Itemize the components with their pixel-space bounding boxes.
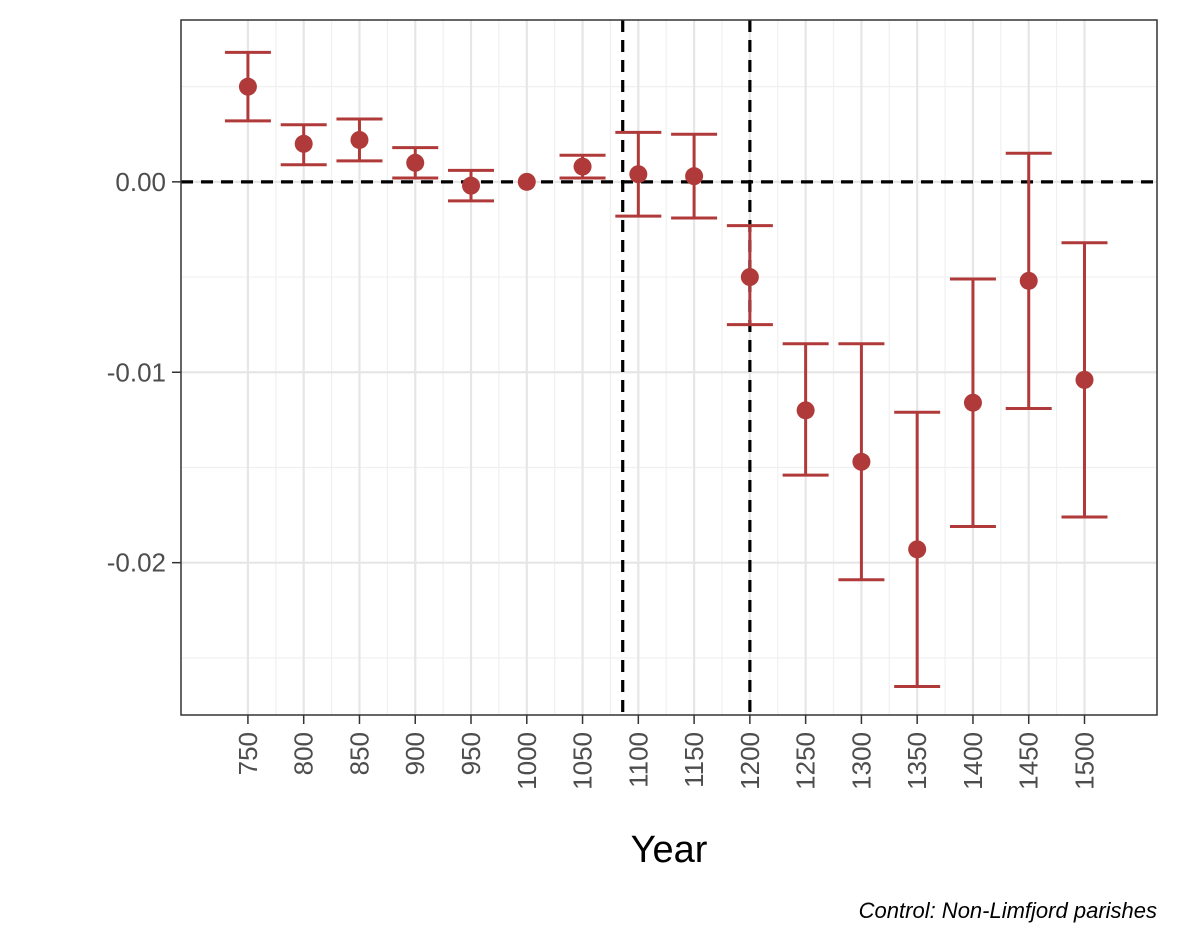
estimate-point [406, 153, 425, 172]
estimate-point [517, 172, 536, 191]
x-axis-title: Year [631, 829, 708, 871]
estimate-point [1075, 370, 1094, 389]
plot-panel [181, 20, 1157, 715]
x-tick-label: 1500 [1069, 732, 1099, 790]
x-tick-label: 750 [233, 732, 263, 775]
estimate-point [294, 134, 313, 153]
x-tick-label: 1000 [512, 732, 542, 790]
x-tick-label: 1400 [958, 732, 988, 790]
estimate-point [963, 393, 982, 412]
x-tick-label: 1050 [568, 732, 598, 790]
estimate-point [796, 401, 815, 420]
estimate-point [238, 77, 257, 96]
x-axis: 750 800 850 900 950 1000 1050 1100 1150 1200 1250 1… [233, 715, 1099, 790]
x-tick-label: 800 [289, 732, 319, 775]
estimate-point [573, 157, 592, 176]
chart-caption: Control: Non-Limfjord parishes [859, 898, 1157, 923]
estimate-point [1019, 271, 1038, 290]
estimate-point [908, 540, 927, 559]
y-tick-label: -0.01 [107, 357, 166, 387]
error-bars [224, 50, 1108, 688]
minor-gridlines [181, 20, 1157, 715]
estimate-point [462, 176, 481, 195]
x-tick-label: 1200 [735, 732, 765, 790]
estimate-point [629, 165, 648, 184]
estimate-point [852, 452, 871, 471]
x-tick-label: 1350 [902, 732, 932, 790]
estimate-point [740, 268, 759, 287]
y-tick-label: 0.00 [115, 167, 166, 197]
x-tick-label: 1150 [679, 732, 709, 788]
reference-lines [181, 20, 1157, 715]
y-tick-label: -0.02 [107, 548, 166, 578]
x-tick-label: 1450 [1014, 732, 1044, 790]
x-tick-label: 1300 [846, 732, 876, 790]
x-tick-label: 900 [400, 732, 430, 775]
x-tick-label: 950 [456, 732, 486, 775]
x-tick-label: 1250 [791, 732, 821, 790]
y-axis: 0.00 -0.01 -0.02 [107, 167, 181, 578]
estimate-point [685, 167, 704, 186]
x-tick-label: 1100 [623, 732, 653, 788]
estimate-point [350, 130, 369, 149]
plot-border [180, 19, 1158, 716]
estimate-points [238, 77, 1094, 559]
x-tick-label: 850 [344, 732, 374, 775]
